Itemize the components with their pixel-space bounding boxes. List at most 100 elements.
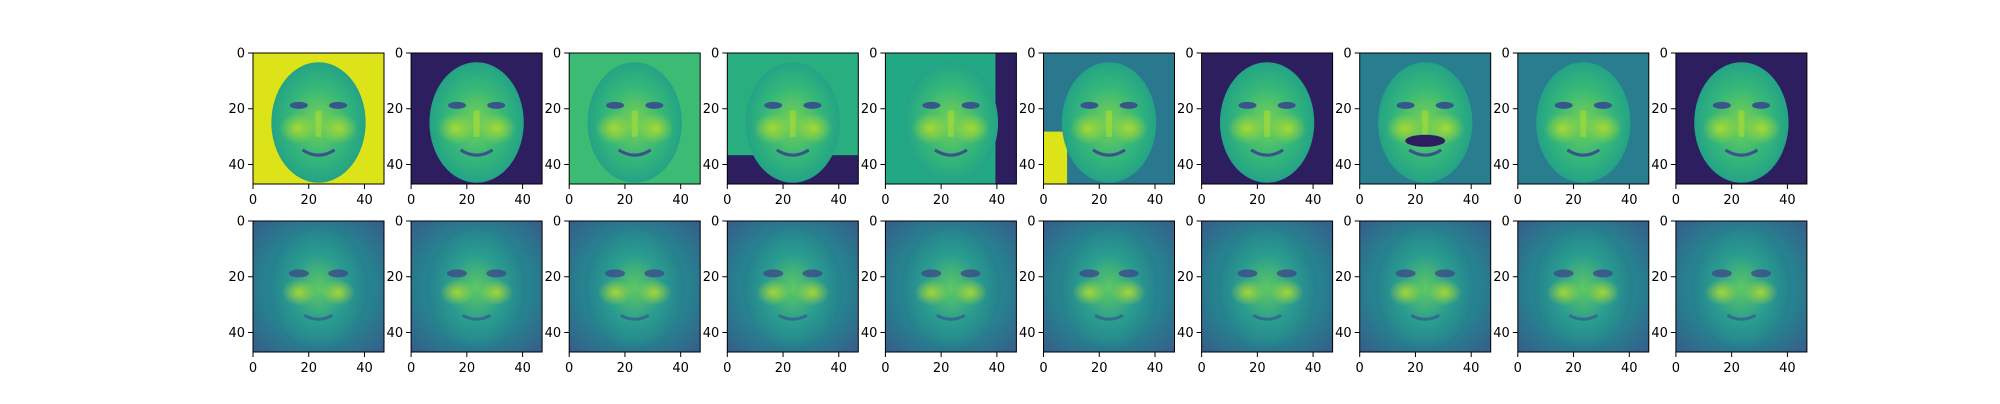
- x-tick-label: 0: [1356, 361, 1364, 376]
- eye-right: [960, 269, 981, 278]
- cheek-highlight: [598, 279, 633, 306]
- cheek-highlight: [1227, 112, 1265, 145]
- x-tick-label: 40: [1621, 193, 1638, 208]
- y-tick-label: 40: [861, 158, 878, 173]
- eye-right: [1435, 101, 1454, 109]
- cheek-highlight: [753, 112, 791, 145]
- axes-frame: [568, 220, 701, 353]
- axes-frame: [1359, 52, 1492, 185]
- axes-frame: [1517, 220, 1650, 353]
- nose: [631, 110, 638, 137]
- eye-left: [288, 269, 309, 278]
- mouth: [1250, 148, 1284, 157]
- y-tick-label: 0: [711, 47, 719, 62]
- cheek-highlight: [1111, 279, 1146, 306]
- axes-frame: [1359, 220, 1492, 353]
- cheek-highlight: [1546, 279, 1581, 306]
- y-tick-label: 20: [1493, 102, 1510, 117]
- x-tick-label: 20: [1565, 193, 1582, 208]
- x-tick-label: 20: [617, 193, 634, 208]
- mouth: [1252, 313, 1282, 321]
- eye-right: [803, 101, 822, 109]
- vignette: [1359, 221, 1491, 352]
- nose: [1580, 110, 1587, 137]
- moustache: [1405, 134, 1446, 147]
- y-tick-label: 40: [1335, 158, 1352, 173]
- panel-image: [1517, 53, 1649, 184]
- mouth: [617, 148, 652, 157]
- cheek-highlight: [595, 112, 633, 145]
- x-tick-label: 0: [1356, 193, 1364, 208]
- cheek-highlight: [1427, 279, 1462, 306]
- panel-image: [253, 221, 384, 352]
- mouth: [1408, 148, 1443, 157]
- eye-left: [289, 101, 308, 109]
- panel-r0-c7: 0 20 40 0 20 40: [1335, 47, 1492, 208]
- panel-r1-c5: 0 20 40 0 20 40: [1019, 215, 1175, 376]
- panel-r0-c8: 0 20 40 0 20 40: [1493, 47, 1650, 208]
- nose: [315, 110, 322, 137]
- panel-image: [569, 221, 701, 352]
- panel-image: [1043, 53, 1175, 184]
- eye-right: [1751, 269, 1772, 278]
- cheek-highlight: [437, 112, 474, 145]
- cheek-highlight: [479, 112, 516, 145]
- mouth: [303, 313, 334, 321]
- cheek-highlight: [795, 279, 830, 306]
- x-tick-label: 40: [514, 193, 531, 208]
- y-tick-label: 0: [237, 47, 245, 62]
- y-tick-label: 0: [237, 215, 245, 230]
- y-tick-label: 20: [1335, 102, 1352, 117]
- panel-image: [1043, 221, 1175, 352]
- cheek-highlight: [1269, 112, 1307, 145]
- x-tick-label: 20: [300, 193, 317, 208]
- x-tick-label: 40: [831, 361, 848, 376]
- nose: [947, 110, 954, 137]
- eye-left: [922, 101, 941, 109]
- panel-image: [885, 53, 1017, 184]
- vignette: [1043, 221, 1175, 352]
- y-tick-label: 40: [1651, 158, 1668, 173]
- nose: [1106, 110, 1112, 137]
- cheek-highlight: [953, 279, 988, 306]
- y-tick-label: 20: [703, 102, 720, 117]
- vignette: [1517, 221, 1649, 352]
- eye-right: [487, 101, 506, 109]
- y-tick-label: 0: [1343, 215, 1351, 230]
- y-tick-label: 40: [703, 158, 720, 173]
- x-tick-label: 40: [1621, 361, 1638, 376]
- x-tick-label: 0: [1514, 193, 1522, 208]
- panel-r0-c3: 0 20 40 0 20 40: [703, 47, 859, 208]
- x-tick-label: 40: [1779, 361, 1796, 376]
- y-tick-label: 20: [1651, 102, 1668, 117]
- mouth: [619, 313, 650, 321]
- cheek-highlight: [321, 112, 358, 145]
- axes-frame: [1201, 220, 1334, 353]
- eye-left: [1553, 269, 1574, 278]
- x-tick-label: 0: [1197, 193, 1205, 208]
- cheek-highlight: [479, 279, 514, 306]
- eye-left: [921, 269, 942, 278]
- x-tick-label: 0: [565, 193, 573, 208]
- panel-r0-c4: 0 20 40 0 20 40: [861, 47, 1017, 208]
- eye-left: [1712, 101, 1731, 109]
- panel-image: [885, 221, 1017, 352]
- y-tick-label: 40: [1177, 158, 1194, 173]
- cheek-highlight: [637, 279, 672, 306]
- x-tick-label: 20: [1249, 193, 1266, 208]
- panel-r1-c2: 0 20 40 0 20 40: [545, 215, 701, 376]
- x-tick-label: 20: [933, 193, 950, 208]
- x-tick-label: 20: [1091, 361, 1108, 376]
- x-tick-label: 40: [356, 193, 373, 208]
- panel-r0-c1: 0 20 40 0 20 40: [387, 47, 543, 208]
- y-tick-label: 40: [1335, 326, 1352, 341]
- y-tick-label: 40: [703, 326, 720, 341]
- eye-left: [446, 269, 467, 278]
- x-tick-label: 0: [1514, 361, 1522, 376]
- panel-image: [411, 53, 543, 184]
- panel-image: [1675, 221, 1807, 352]
- x-tick-label: 40: [989, 361, 1006, 376]
- eye-left: [764, 101, 783, 109]
- nose: [1738, 110, 1745, 137]
- y-tick-label: 20: [703, 270, 720, 285]
